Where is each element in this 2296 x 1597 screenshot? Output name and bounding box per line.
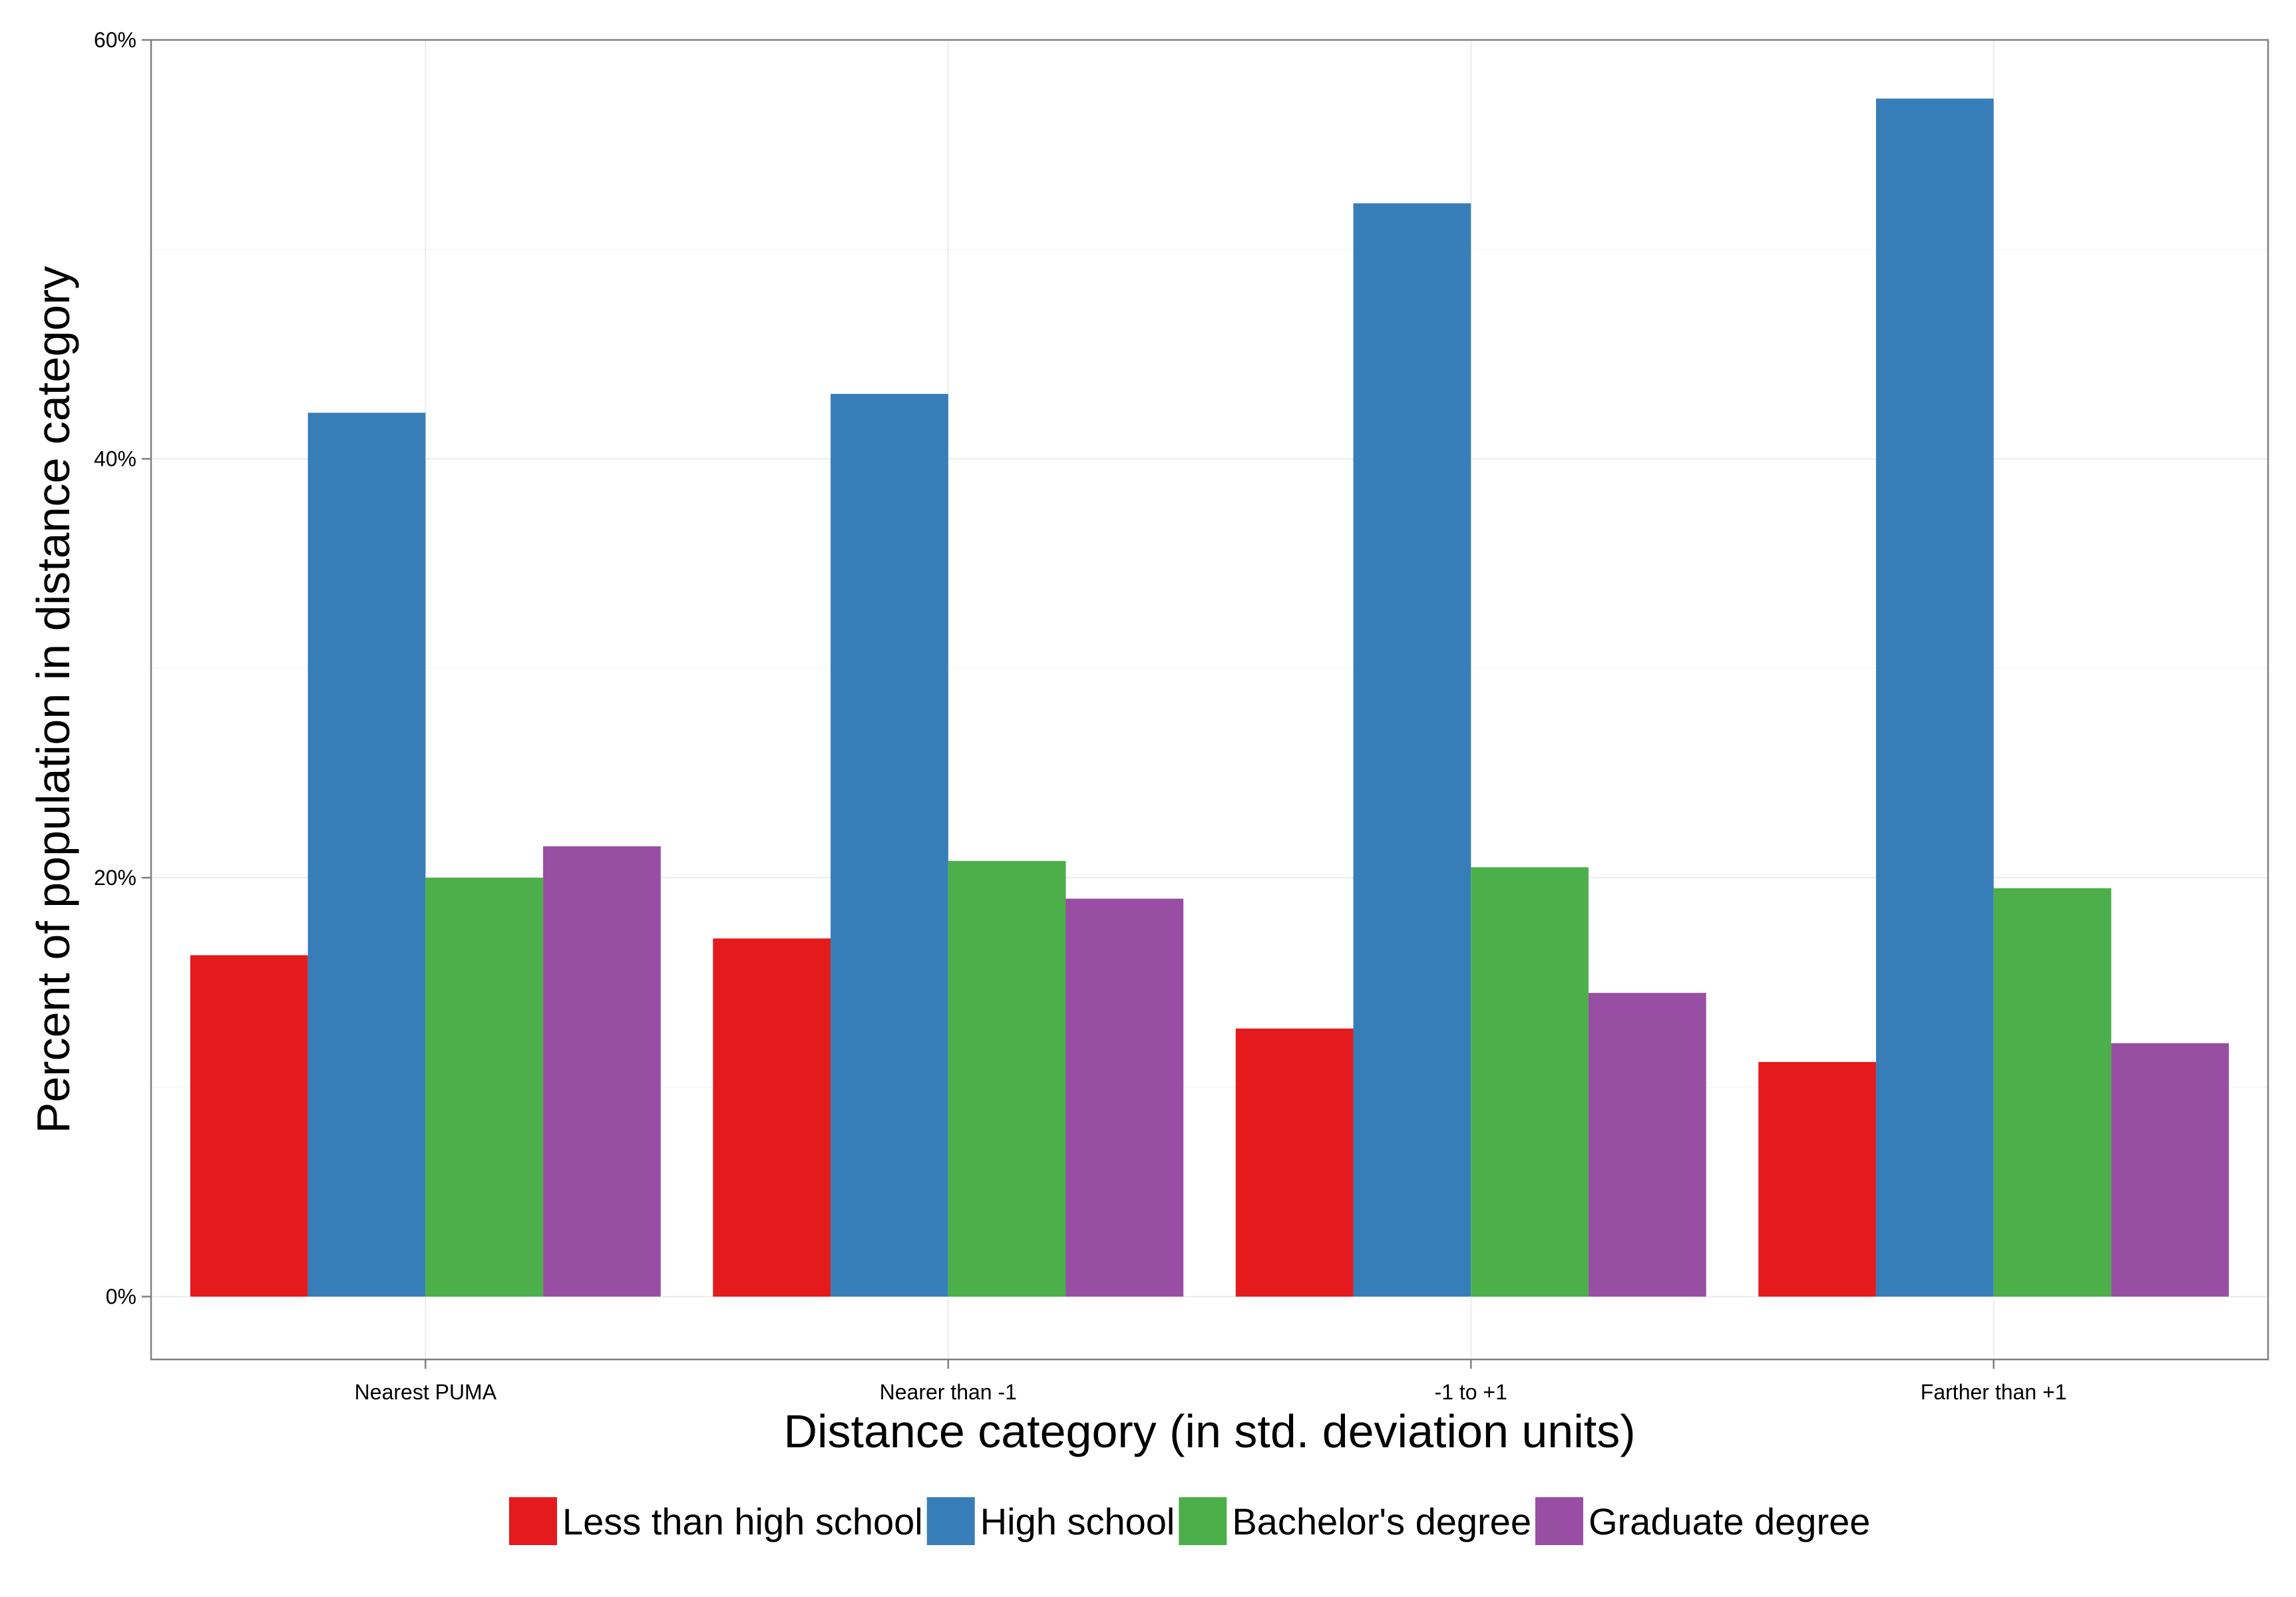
bar-less-than-high-school-1 [190, 955, 308, 1297]
bar-bachelor-s-degree-1 [425, 878, 544, 1297]
bar-graduate-degree-1 [543, 846, 661, 1297]
x-tick-label: Nearest PUMA [355, 1380, 497, 1404]
x-axis-title: Distance category (in std. deviation uni… [783, 1405, 1635, 1457]
bar-graduate-degree-4 [2111, 1043, 2229, 1297]
x-tick-label: Farther than +1 [1921, 1380, 2067, 1404]
bar-bachelor-s-degree-4 [1993, 888, 2112, 1297]
x-tick-label: Nearer than -1 [880, 1380, 1017, 1404]
legend-swatch-high-school [926, 1497, 975, 1545]
bar-graduate-degree-3 [1588, 993, 1706, 1297]
x-tick-label: -1 to +1 [1435, 1380, 1507, 1404]
plot-frame [150, 39, 2269, 1361]
bar-less-than-high-school-4 [1758, 1062, 1876, 1297]
axes: 0% 20% 40% 60% Nearest PUMA Nearer than -1 -1 … [94, 28, 2067, 1404]
bar-bachelor-s-degree-3 [1471, 867, 1589, 1297]
bar-bachelor-s-degree-2 [948, 860, 1066, 1297]
legend-swatch-less-than-high-school [509, 1497, 557, 1545]
legend-swatch-graduate-degree [1535, 1497, 1583, 1545]
bar-less-than-high-school-3 [1235, 1028, 1354, 1297]
bar-high-school-2 [831, 393, 948, 1297]
y-axis-title: Percent of population in distance catego… [27, 266, 79, 1134]
legend: Less than high school High school Bachelor… [509, 1497, 1870, 1545]
legend-label-less-than-high-school: Less than high school [562, 1501, 923, 1542]
legend-label-graduate-degree: Graduate degree [1589, 1501, 1870, 1542]
legend-label-bachelor-s-degree: Bachelor's degree [1232, 1501, 1531, 1542]
bar-high-school-1 [307, 413, 426, 1297]
y-tick-label: 0% [106, 1285, 136, 1309]
bar-high-school-3 [1353, 203, 1471, 1297]
y-tick-label: 40% [94, 447, 136, 471]
legend-swatch-bachelor-s-degree [1179, 1497, 1227, 1545]
bar-less-than-high-school-2 [713, 938, 831, 1297]
legend-label-high-school: High school [980, 1501, 1175, 1542]
bar-high-school-4 [1875, 98, 1994, 1297]
y-tick-label: 20% [94, 866, 136, 890]
bar-graduate-degree-2 [1065, 898, 1184, 1297]
bars [190, 98, 2229, 1297]
y-tick-label: 60% [94, 28, 136, 52]
